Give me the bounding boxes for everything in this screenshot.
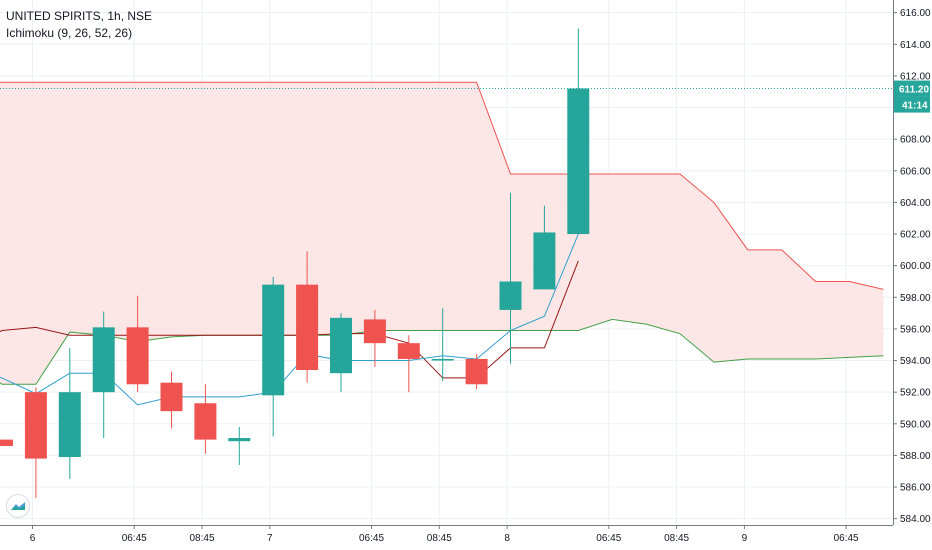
- senkou-span-a-line: [0, 318, 884, 385]
- last-price-tag: [894, 80, 930, 97]
- y-tick-label: 606.00: [900, 166, 931, 177]
- candle-body-down: [0, 439, 13, 446]
- logo-icon: [11, 502, 25, 510]
- y-tick-label: 604.00: [900, 198, 931, 209]
- y-tick-label: 600.00: [900, 261, 931, 272]
- y-tick-label: 612.00: [900, 71, 931, 82]
- indicator-title[interactable]: Ichimoku (9, 26, 52, 26): [6, 26, 133, 40]
- y-tick-label: 594.00: [900, 356, 931, 367]
- x-tick-label: 08:45: [189, 533, 214, 544]
- candle-body-down: [194, 403, 217, 440]
- x-tick-label: 7: [267, 533, 273, 544]
- chart-legend: UNITED SPIRITS, 1h, NSE Ichimoku (9, 26,…: [6, 8, 152, 42]
- bar-countdown-value: 41:14: [902, 101, 928, 112]
- candle-body-up: [92, 327, 115, 393]
- candle-body-up: [330, 317, 352, 374]
- candle-body-up: [499, 281, 522, 310]
- candle-body-down: [397, 343, 420, 359]
- y-tick-label: 588.00: [900, 451, 931, 462]
- x-tick-label: 06:45: [834, 533, 859, 544]
- y-tick-label: 616.00: [900, 8, 931, 19]
- candle-body-down: [24, 392, 47, 459]
- y-tick-label: 596.00: [900, 324, 931, 335]
- ichimoku-cloud: [0, 82, 884, 385]
- x-tick-label: 08:45: [427, 533, 452, 544]
- candle-body-down: [465, 358, 488, 385]
- bar-countdown-tag: [894, 96, 930, 113]
- candle-body-up: [228, 438, 251, 442]
- price-axis-labels: 611.20 41:14: [894, 80, 930, 113]
- candlestick-series: [0, 28, 590, 499]
- y-tick-label: 592.00: [900, 388, 931, 399]
- y-tick-label: 602.00: [900, 230, 931, 241]
- candle-body-down: [296, 284, 319, 371]
- x-tick-label: 08:45: [664, 533, 689, 544]
- cloud-fill: [0, 82, 884, 385]
- y-tick-label: 586.00: [900, 483, 931, 494]
- candle-body-up: [533, 232, 556, 290]
- candle-body-down: [126, 327, 149, 385]
- symbol-title[interactable]: UNITED SPIRITS, 1h, NSE: [6, 9, 153, 23]
- senkou-span-b-line: [0, 81, 884, 290]
- candle-body-up: [58, 392, 81, 458]
- y-tick-label: 614.00: [900, 40, 931, 51]
- y-tick-label: 608.00: [900, 135, 931, 146]
- x-tick-label: 06:45: [596, 533, 621, 544]
- candle-body-up: [567, 88, 590, 235]
- y-tick-label: 590.00: [900, 419, 931, 430]
- x-tick-label: 06:45: [122, 533, 147, 544]
- last-price-value: 611.20: [899, 85, 929, 96]
- candle-body-down: [160, 382, 183, 412]
- x-tick-label: 06:45: [359, 533, 384, 544]
- candle-body-up: [431, 358, 454, 361]
- candle-body-up: [262, 284, 285, 396]
- x-tick-label: 6: [30, 533, 36, 544]
- y-tick-label: 584.00: [900, 514, 931, 525]
- x-tick-label: 8: [504, 533, 510, 544]
- x-tick-label: 9: [742, 533, 748, 544]
- y-tick-label: 598.00: [900, 293, 931, 304]
- tradingview-logo[interactable]: [6, 494, 30, 518]
- candle-body-down: [363, 319, 386, 344]
